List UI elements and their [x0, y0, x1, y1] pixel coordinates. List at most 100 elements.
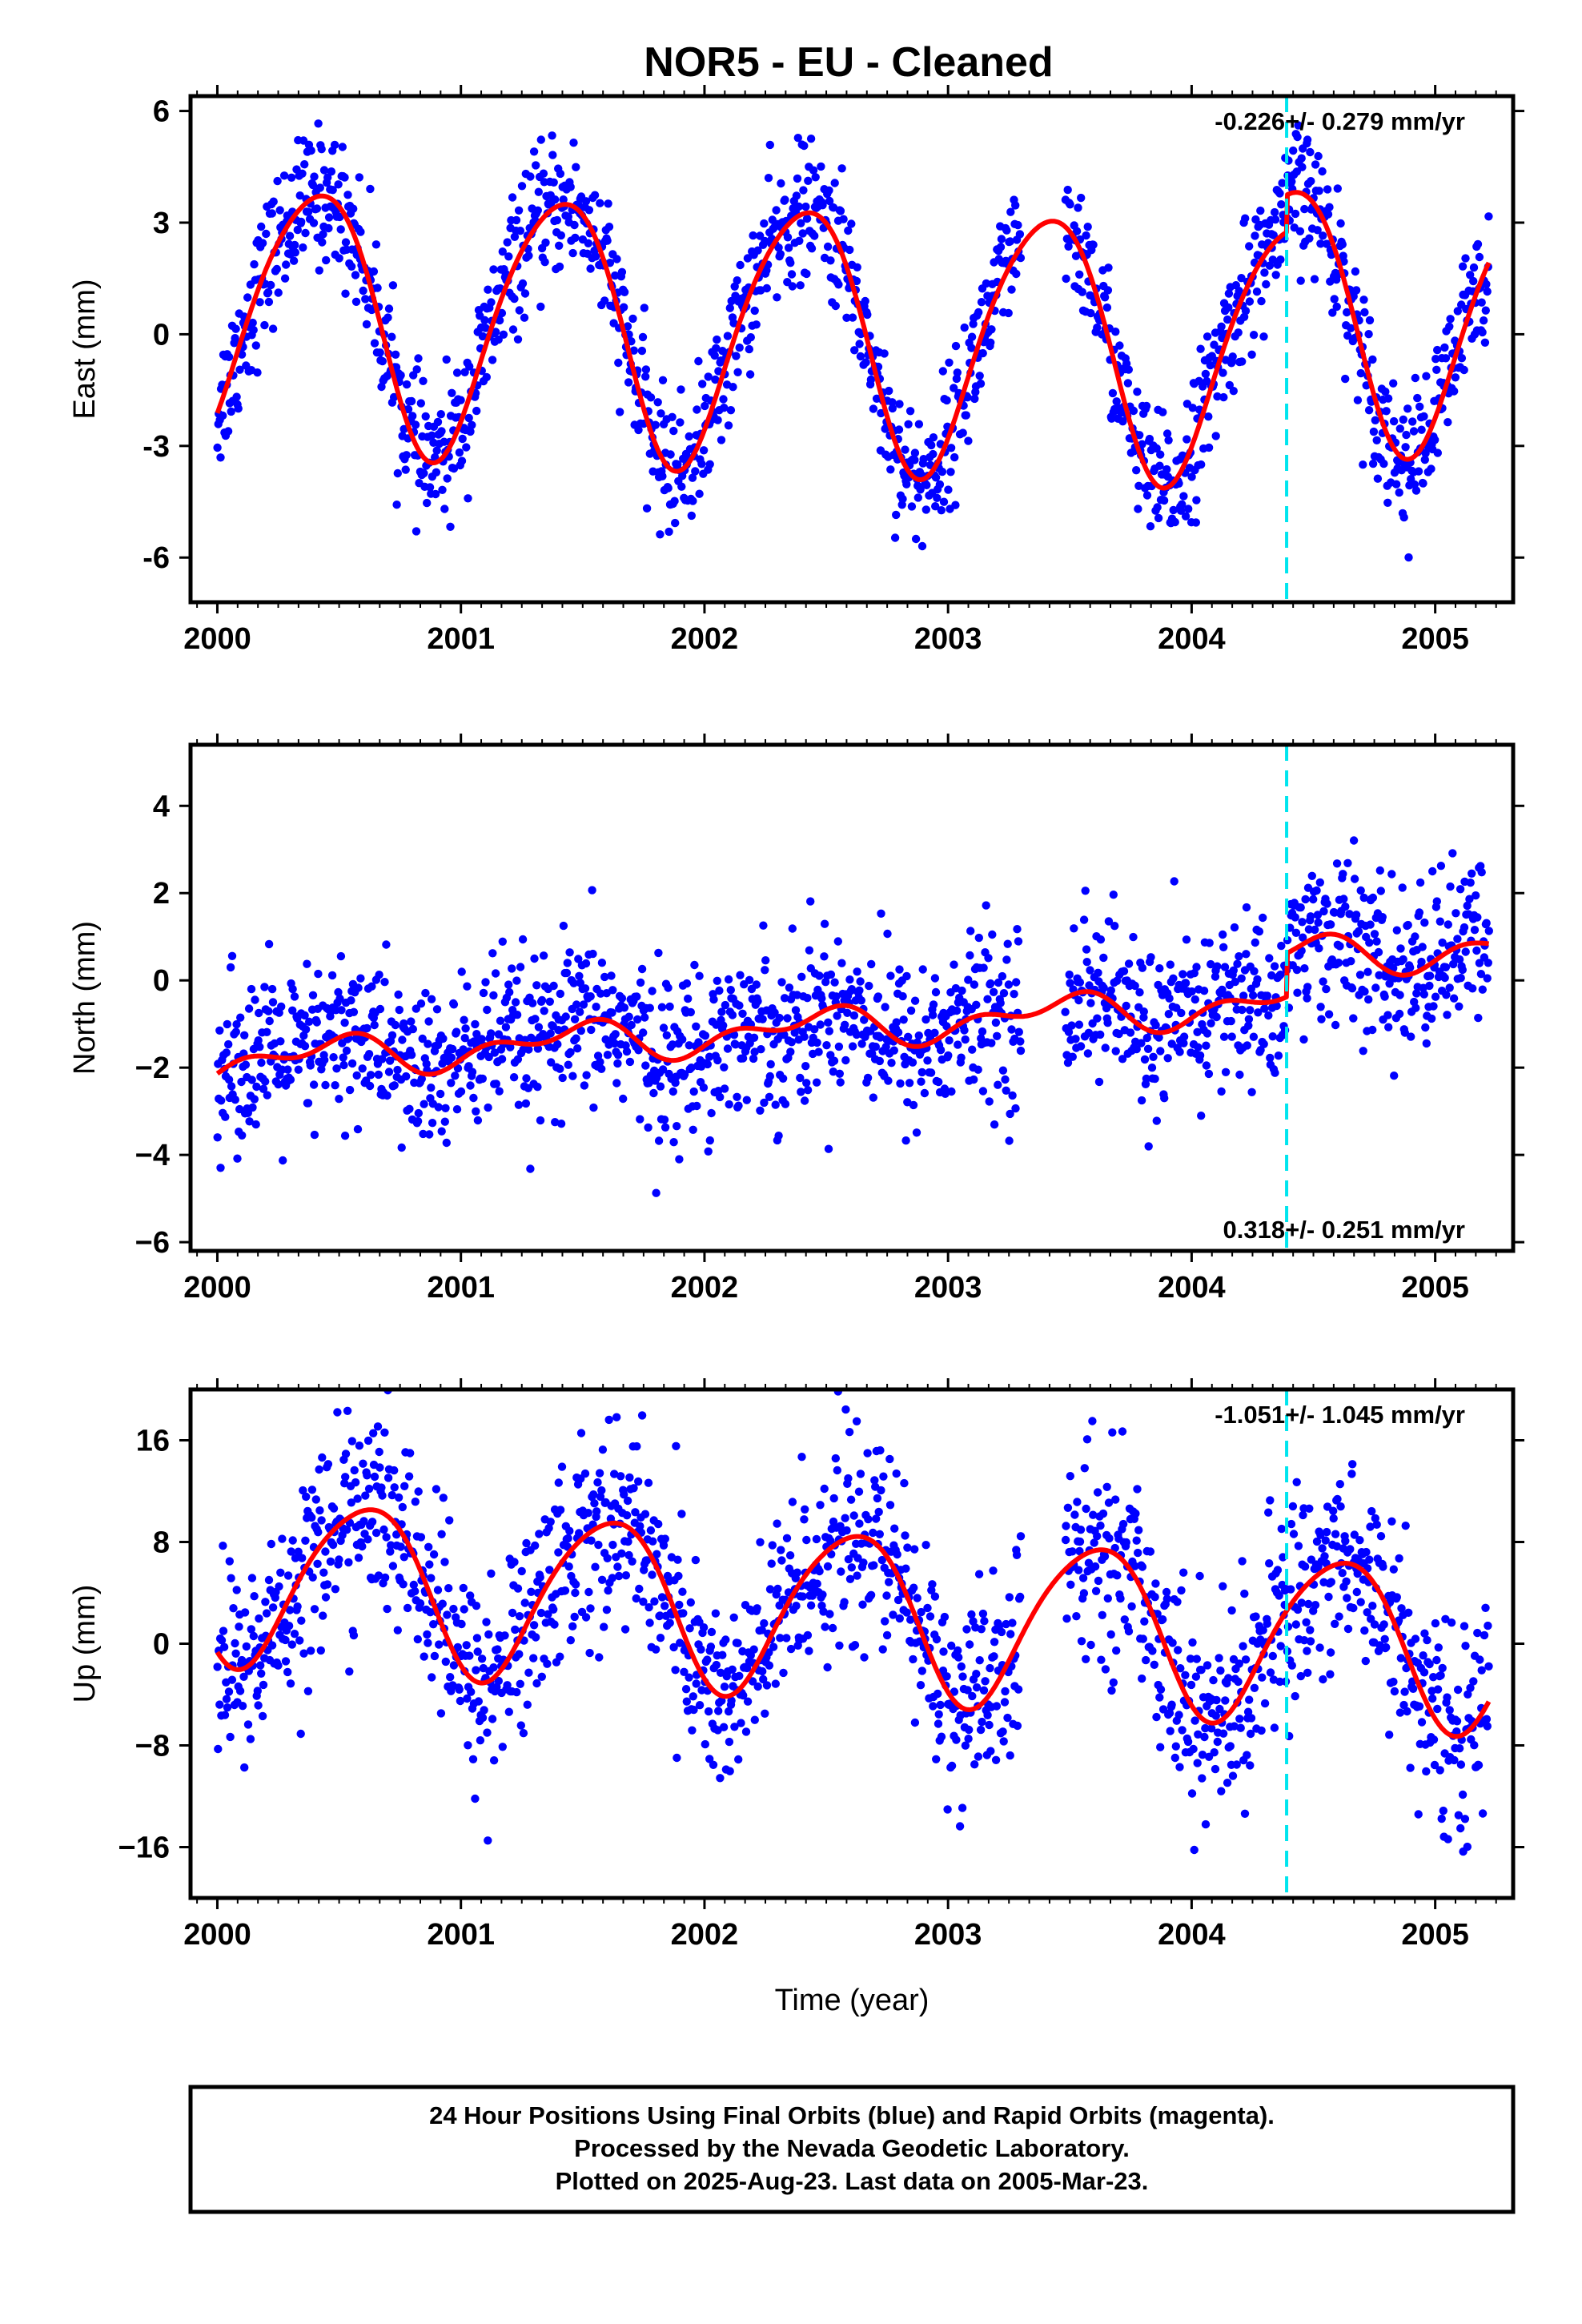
data-point: [1311, 925, 1319, 935]
data-point: [595, 1469, 604, 1478]
data-point: [504, 252, 513, 261]
data-point: [336, 951, 346, 961]
data-point: [1152, 444, 1161, 453]
data-point: [1012, 978, 1021, 987]
data-point: [213, 1133, 222, 1142]
data-point: [1363, 967, 1372, 976]
data-point: [1306, 1637, 1315, 1646]
data-point: [823, 1663, 832, 1672]
data-point: [837, 959, 846, 967]
data-point: [559, 195, 568, 204]
data-point: [439, 1494, 448, 1502]
data-point: [1137, 1096, 1146, 1105]
data-point: [914, 1031, 924, 1040]
data-point: [1164, 436, 1173, 444]
data-point: [881, 1003, 889, 1011]
data-point: [764, 174, 773, 183]
data-point: [732, 352, 741, 360]
data-point: [1234, 328, 1243, 337]
data-point: [1084, 1028, 1094, 1038]
data-point: [1176, 1664, 1185, 1673]
data-point: [1062, 1522, 1070, 1530]
data-point: [254, 1036, 263, 1045]
data-point: [800, 1096, 809, 1105]
data-point: [597, 959, 607, 967]
data-point: [1263, 1619, 1272, 1628]
data-point: [324, 223, 333, 233]
data-point: [261, 1077, 270, 1086]
data-point: [339, 1060, 348, 1070]
data-point: [1366, 920, 1375, 929]
data-point: [1178, 970, 1187, 979]
data-point: [299, 1031, 308, 1040]
data-point: [317, 1516, 326, 1525]
data-point: [442, 1138, 451, 1148]
data-point: [387, 1541, 396, 1550]
data-point: [387, 1490, 396, 1500]
data-point: [499, 330, 508, 339]
data-point: [1080, 1464, 1090, 1473]
data-point: [892, 1018, 901, 1027]
data-point: [244, 1004, 254, 1013]
data-point: [1151, 1579, 1160, 1588]
data-point: [387, 332, 396, 341]
data-point: [571, 1588, 580, 1598]
data-point: [592, 1003, 600, 1011]
data-point: [544, 1610, 552, 1618]
data-point: [945, 1036, 954, 1045]
data-point: [1473, 239, 1483, 249]
data-point: [1170, 877, 1178, 886]
data-point: [274, 1080, 283, 1089]
data-point: [566, 1047, 575, 1057]
data-point: [688, 1726, 697, 1735]
data-point: [1288, 1502, 1298, 1511]
data-point: [1082, 1504, 1090, 1514]
data-point: [339, 1053, 347, 1062]
data-point: [1075, 1537, 1085, 1546]
data-point: [818, 1590, 827, 1599]
data-point: [623, 322, 632, 331]
data-point: [319, 1611, 327, 1620]
data-point: [834, 280, 843, 289]
data-point: [289, 256, 299, 265]
data-point: [697, 1645, 705, 1654]
data-point: [340, 1132, 350, 1140]
data-point: [600, 296, 609, 305]
data-point: [315, 266, 323, 275]
data-point: [328, 186, 337, 195]
data-point: [579, 1000, 588, 1009]
data-point: [484, 1052, 493, 1062]
data-point: [1336, 219, 1345, 228]
data-point: [1468, 869, 1476, 879]
data-point: [733, 1638, 742, 1647]
data-point: [761, 236, 769, 246]
data-point: [511, 1625, 520, 1634]
data-point: [1219, 1729, 1228, 1738]
data-point: [693, 1101, 701, 1111]
data-point: [991, 1755, 1001, 1764]
data-point: [464, 1741, 472, 1750]
data-point: [462, 1641, 471, 1650]
data-point: [1359, 893, 1368, 903]
data-point: [926, 1612, 935, 1621]
data-point: [1411, 373, 1420, 383]
data-point: [340, 1479, 349, 1488]
data-point: [778, 1074, 788, 1084]
data-point: [515, 1612, 524, 1621]
data-point: [243, 1720, 253, 1729]
data-point: [1451, 373, 1460, 382]
data-point: [457, 1619, 466, 1629]
data-point: [1008, 1618, 1017, 1627]
data-point: [625, 1473, 634, 1482]
data-point: [895, 965, 904, 974]
data-point: [669, 1138, 678, 1147]
data-point: [600, 1622, 608, 1631]
data-point: [735, 1001, 744, 1010]
data-point: [1483, 974, 1492, 983]
data-point: [886, 971, 895, 980]
data-point: [1205, 939, 1214, 947]
data-point: [312, 1018, 321, 1027]
data-point: [466, 1591, 475, 1600]
data-point: [906, 1006, 916, 1015]
